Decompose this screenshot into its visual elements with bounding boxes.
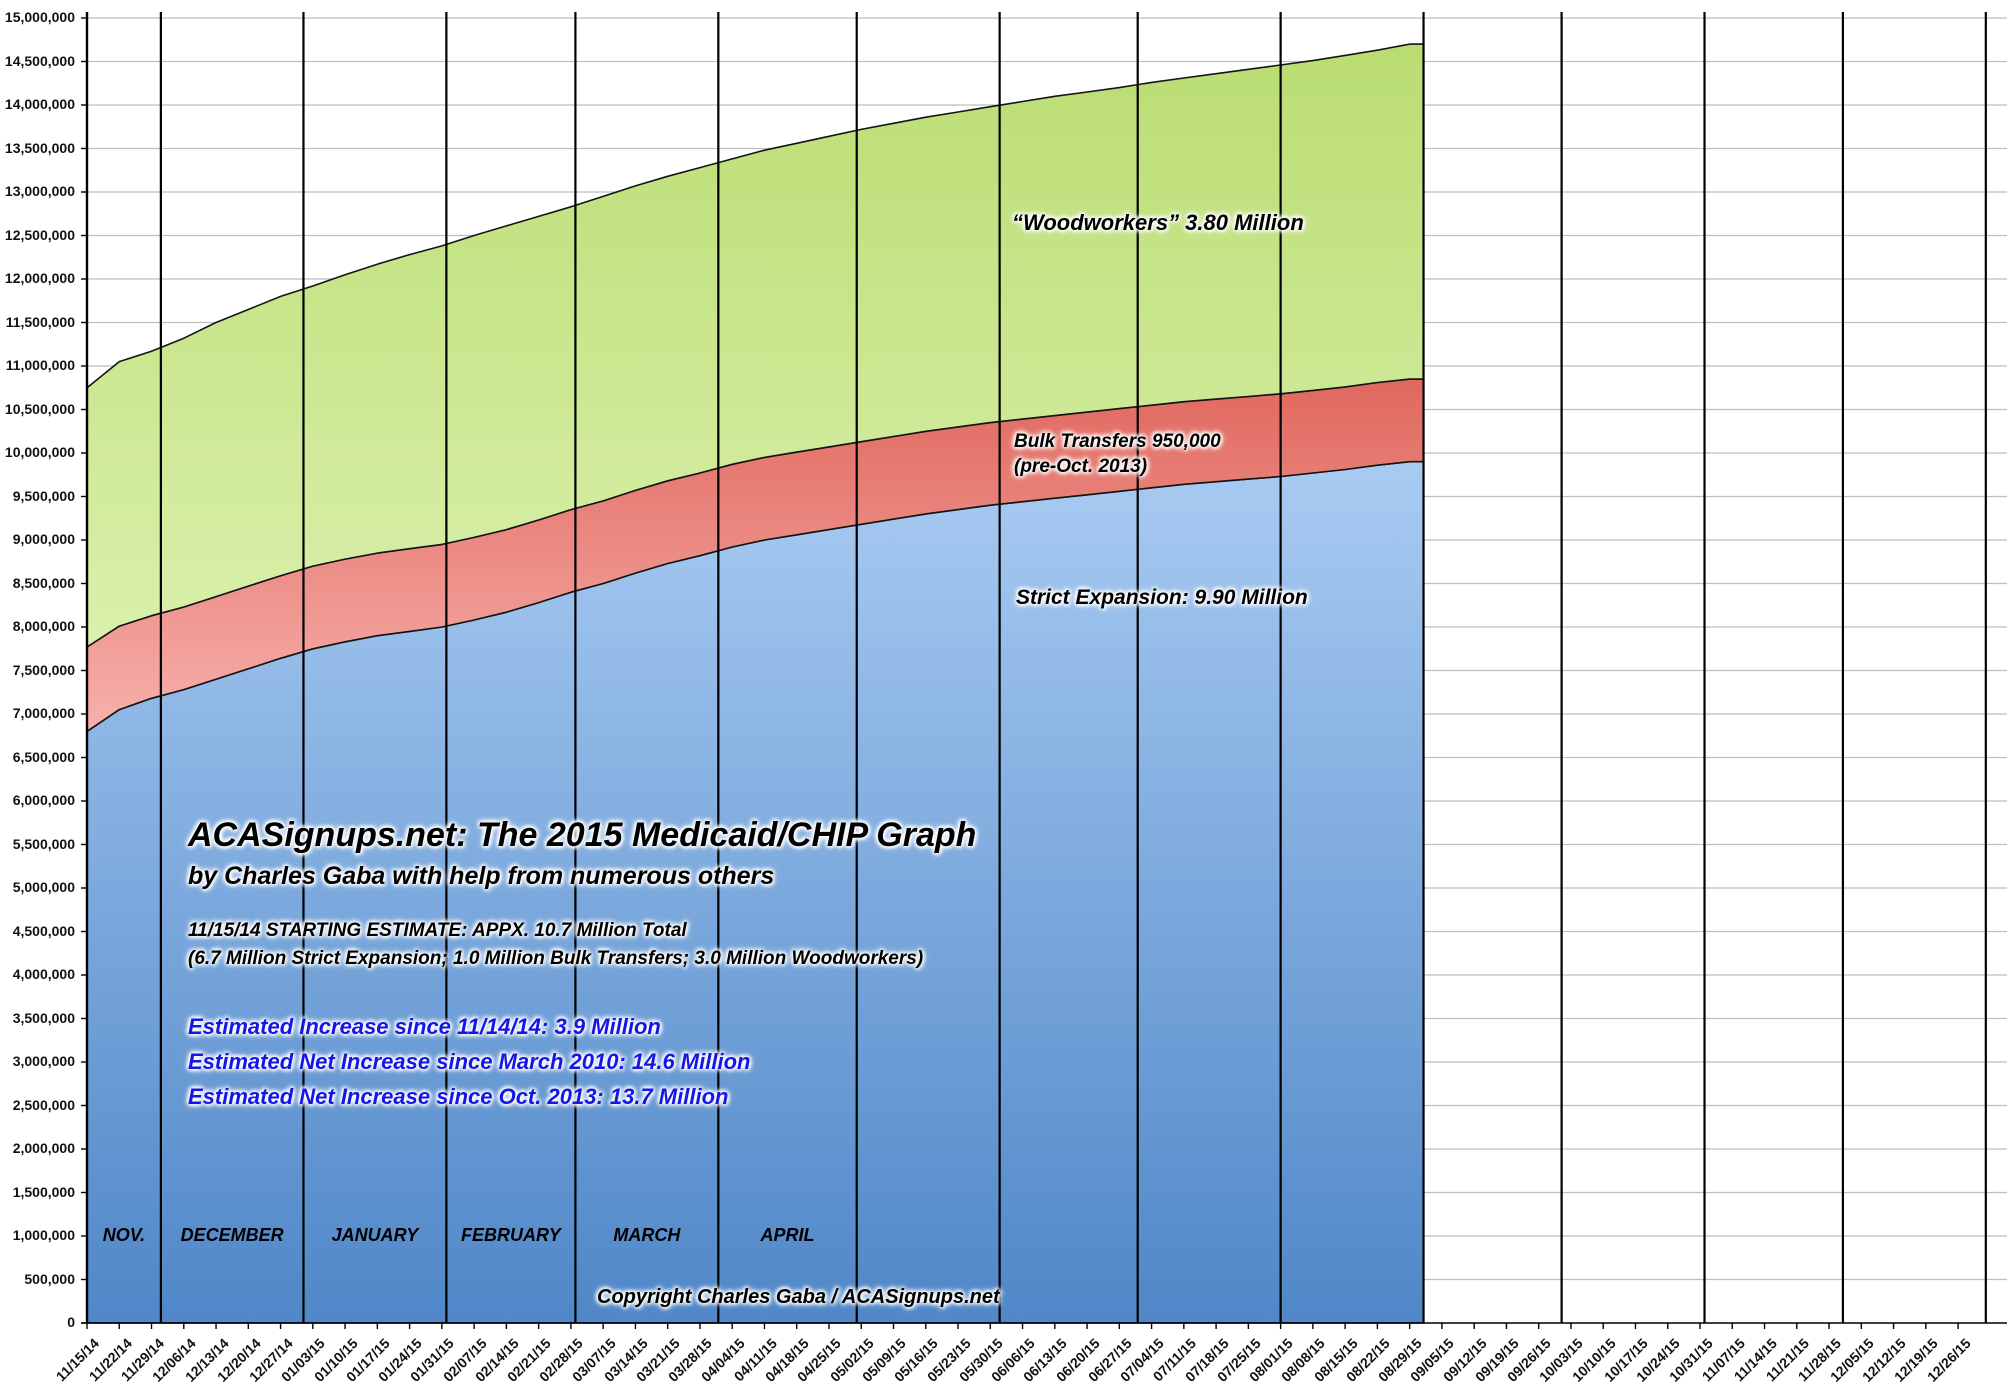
y-axis-tick-label: 7,000,000 [12, 705, 75, 721]
y-axis-tick-label: 6,500,000 [12, 748, 75, 765]
y-axis-tick-label: 500,000 [24, 1270, 75, 1287]
month-label-nov: NOV. [102, 1225, 146, 1245]
estimated-increase-line1: Estimated Increase since 11/14/14: 3.9 M… [188, 1014, 661, 1039]
estimated-increase-line2: Estimated Net Increase since March 2010:… [188, 1049, 751, 1074]
y-axis-tick-label: 5,500,000 [12, 835, 75, 852]
y-axis-tick-label: 2,000,000 [12, 1140, 75, 1156]
y-axis-tick-label: 4,000,000 [12, 966, 75, 982]
y-axis-tick-label: 13,500,000 [4, 139, 75, 156]
y-axis-tick-label: 14,000,000 [4, 96, 75, 112]
strict-expansion-area-label: Strict Expansion: 9.90 Million [1016, 586, 1308, 609]
estimated-increase-line3: Estimated Net Increase since Oct. 2013: … [188, 1084, 729, 1109]
y-axis-tick-label: 3,000,000 [12, 1053, 75, 1069]
y-axis-tick-label: 9,500,000 [12, 487, 75, 504]
y-axis-tick-label: 15,000,000 [4, 9, 75, 25]
y-axis-tick-label: 7,500,000 [12, 661, 75, 678]
y-axis-tick-label: 5,000,000 [12, 879, 75, 895]
starting-estimate-line1: 11/15/14 STARTING ESTIMATE: APPX. 10.7 M… [188, 920, 687, 941]
y-axis-tick-label: 0 [67, 1314, 75, 1330]
y-axis-tick-label: 3,500,000 [12, 1009, 75, 1026]
y-axis-tick-label: 6,000,000 [12, 792, 75, 808]
bulk-transfers-line2: (pre-Oct. 2013) [1014, 455, 1148, 477]
month-label-january: JANUARY [331, 1225, 419, 1245]
chart-title: ACASignups.net: The 2015 Medicaid/CHIP G… [188, 816, 977, 854]
y-axis-tick-label: 1,000,000 [12, 1227, 75, 1243]
bulk-transfers-line1: Bulk Transfers 950,000 [1014, 431, 1221, 452]
y-axis-tick-label: 9,000,000 [12, 531, 75, 547]
y-axis-tick-label: 11,000,000 [5, 357, 75, 373]
starting-estimate-line2: (6.7 Million Strict Expansion; 1.0 Milli… [188, 948, 924, 969]
y-axis-tick-label: 8,000,000 [12, 618, 75, 634]
y-axis-tick-label: 11,500,000 [5, 313, 75, 330]
y-axis-tick-label: 10,500,000 [4, 400, 75, 417]
month-label-march: MARCH [613, 1225, 681, 1245]
y-axis-tick-label: 12,000,000 [4, 270, 75, 286]
month-label-december: DECEMBER [180, 1225, 284, 1245]
y-axis-tick-label: 8,500,000 [12, 574, 75, 591]
bulk-transfers-area-label: Bulk Transfers 950,000 (pre-Oct. 2013) [1014, 430, 1221, 479]
y-axis-tick-label: 1,500,000 [12, 1183, 75, 1200]
y-axis-tick-label: 10,000,000 [4, 444, 75, 460]
chart-subtitle: by Charles Gaba with help from numerous … [188, 862, 775, 890]
y-axis-tick-label: 14,500,000 [4, 52, 75, 69]
month-label-february: FEBRUARY [461, 1225, 561, 1245]
copyright-text: Copyright Charles Gaba / ACASignups.net [597, 1286, 1000, 1308]
y-axis-tick-label: 4,500,000 [12, 922, 75, 939]
y-axis-tick-label: 2,500,000 [12, 1096, 75, 1113]
woodworkers-area-label: “Woodworkers” 3.80 Million [1012, 210, 1304, 235]
y-axis-tick-label: 13,000,000 [4, 183, 75, 199]
month-label-april: APRIL [760, 1225, 815, 1245]
y-axis-tick-label: 12,500,000 [4, 226, 75, 243]
